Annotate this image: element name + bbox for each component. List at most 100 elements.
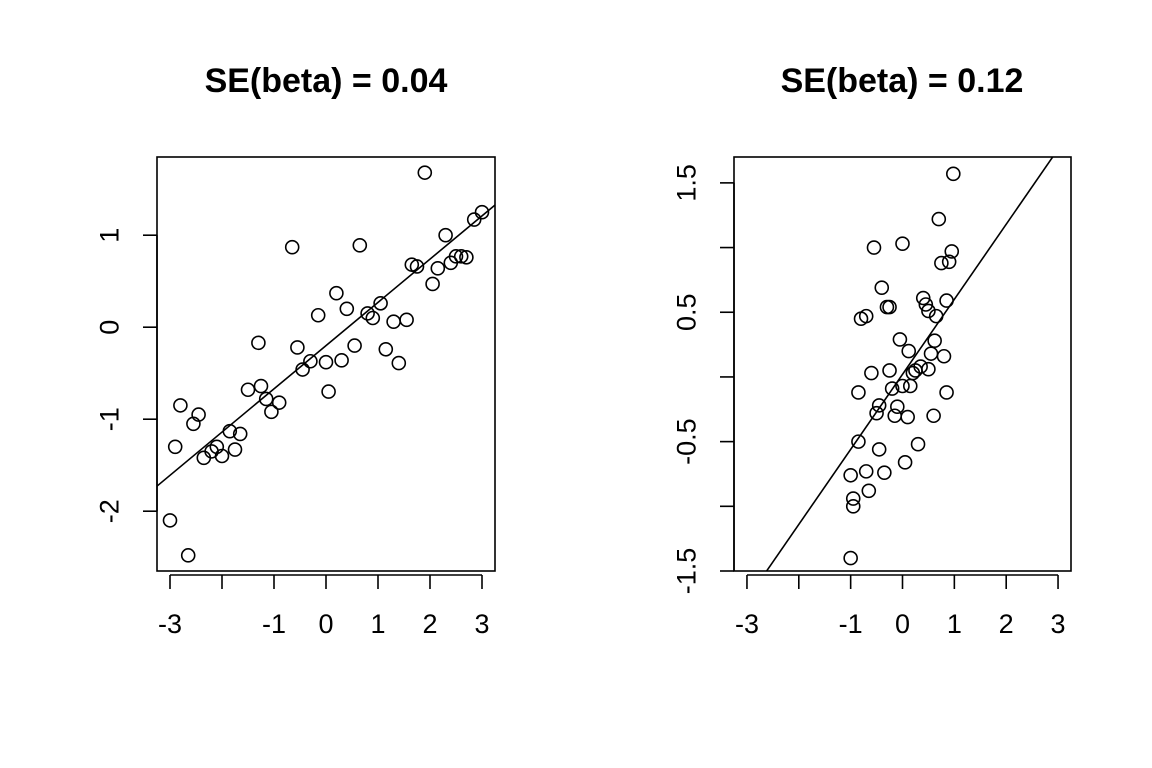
- data-point: [399, 312, 414, 328]
- data-point: [910, 436, 926, 452]
- y-tick-label: -2: [94, 499, 124, 523]
- data-point: [167, 439, 183, 455]
- data-point: [921, 303, 936, 319]
- data-point: [391, 355, 407, 371]
- plot-frame: [733, 156, 1072, 572]
- data-point: [890, 399, 905, 414]
- data-point: [895, 378, 910, 394]
- data-point: [934, 255, 949, 271]
- data-point: [251, 335, 266, 351]
- data-point: [887, 408, 903, 424]
- data-point: [913, 359, 928, 374]
- data-point: [921, 361, 936, 377]
- data-point: [365, 310, 381, 326]
- data-point: [884, 381, 900, 396]
- data-point: [466, 212, 482, 227]
- data-point: [173, 398, 188, 413]
- data-point: [944, 244, 960, 259]
- data-point: [339, 301, 355, 317]
- data-point: [321, 384, 336, 399]
- data-point: [360, 306, 375, 321]
- data-point: [253, 378, 269, 394]
- data-point: [901, 343, 917, 359]
- data-point: [271, 395, 287, 410]
- data-point: [438, 227, 453, 243]
- x-tick-label: 1: [370, 609, 385, 639]
- data-point: [895, 236, 910, 251]
- y-tick-label: -0.5: [671, 418, 701, 465]
- data-point: [448, 249, 464, 264]
- y-tick-label: 0: [94, 320, 124, 335]
- data-point: [295, 362, 310, 377]
- x-tick-label: 2: [999, 609, 1014, 639]
- x-tick-label: -1: [262, 609, 286, 639]
- regression-line: [765, 157, 1054, 571]
- chart-title: SE(beta) = 0.12: [781, 62, 1024, 100]
- y-tick-label: -1: [94, 407, 124, 431]
- x-tick-label: 0: [895, 609, 910, 639]
- x-tick-label: -3: [158, 609, 182, 639]
- y-tick-label: 1.5: [671, 164, 701, 202]
- data-point: [843, 467, 858, 483]
- data-point: [386, 314, 401, 329]
- data-point: [939, 293, 954, 308]
- x-tick-label: -1: [839, 609, 863, 639]
- data-point: [871, 442, 887, 457]
- data-point: [845, 491, 861, 506]
- left-scatter-panel: SE(beta) = 0.04 -3 -1 0 1 2 3 -2 -1 0 1: [94, 62, 496, 639]
- data-point: [927, 333, 942, 349]
- data-point: [939, 385, 954, 400]
- data-point: [858, 308, 874, 324]
- data-point: [869, 405, 884, 421]
- data-point: [851, 434, 866, 449]
- data-point: [926, 408, 941, 424]
- data-point: [453, 249, 469, 264]
- y-tick-label: 1: [94, 228, 124, 243]
- data-point: [162, 513, 178, 528]
- data-point: [928, 308, 944, 324]
- x-tick-label: 3: [1051, 609, 1066, 639]
- data-point: [915, 290, 931, 306]
- data-point: [214, 448, 230, 464]
- data-point: [373, 295, 388, 311]
- data-point: [897, 455, 913, 470]
- data-point: [222, 423, 238, 439]
- data-point: [409, 259, 425, 274]
- data-point: [318, 354, 334, 370]
- x-tick-label: 1: [947, 609, 962, 639]
- data-point: [851, 385, 866, 400]
- plot-frame: [156, 156, 496, 572]
- data-point: [459, 249, 474, 265]
- data-point: [843, 550, 858, 566]
- data-point: [303, 353, 318, 369]
- data-point: [258, 391, 274, 407]
- data-point: [923, 346, 939, 361]
- data-point: [845, 499, 861, 514]
- right-scatter-panel: SE(beta) = 0.12 -3 -1 0 1 2 3 -1.5 -0.5 0.5 1.5: [671, 62, 1072, 639]
- data-point: [329, 285, 344, 301]
- x-tick-label: -3: [735, 609, 759, 639]
- data-point: [931, 211, 947, 227]
- data-point: [310, 307, 326, 323]
- data-point: [882, 363, 897, 378]
- x-tick-label: 0: [318, 609, 333, 639]
- data-point: [861, 483, 877, 499]
- data-point: [352, 238, 368, 253]
- data-point: [290, 340, 305, 355]
- data-point: [902, 378, 918, 394]
- data-point: [191, 407, 206, 422]
- data-point: [892, 332, 908, 347]
- data-point: [877, 465, 892, 480]
- chart-title: SE(beta) = 0.04: [205, 62, 448, 100]
- data-point: [858, 464, 874, 479]
- data-point: [180, 548, 196, 563]
- data-point: [425, 276, 440, 292]
- data-point: [946, 166, 961, 182]
- data-point: [918, 297, 934, 312]
- data-point: [866, 240, 882, 255]
- y-tick-label: -1.5: [671, 548, 701, 595]
- data-point: [240, 382, 256, 398]
- data-point: [941, 254, 957, 270]
- data-point: [871, 398, 887, 413]
